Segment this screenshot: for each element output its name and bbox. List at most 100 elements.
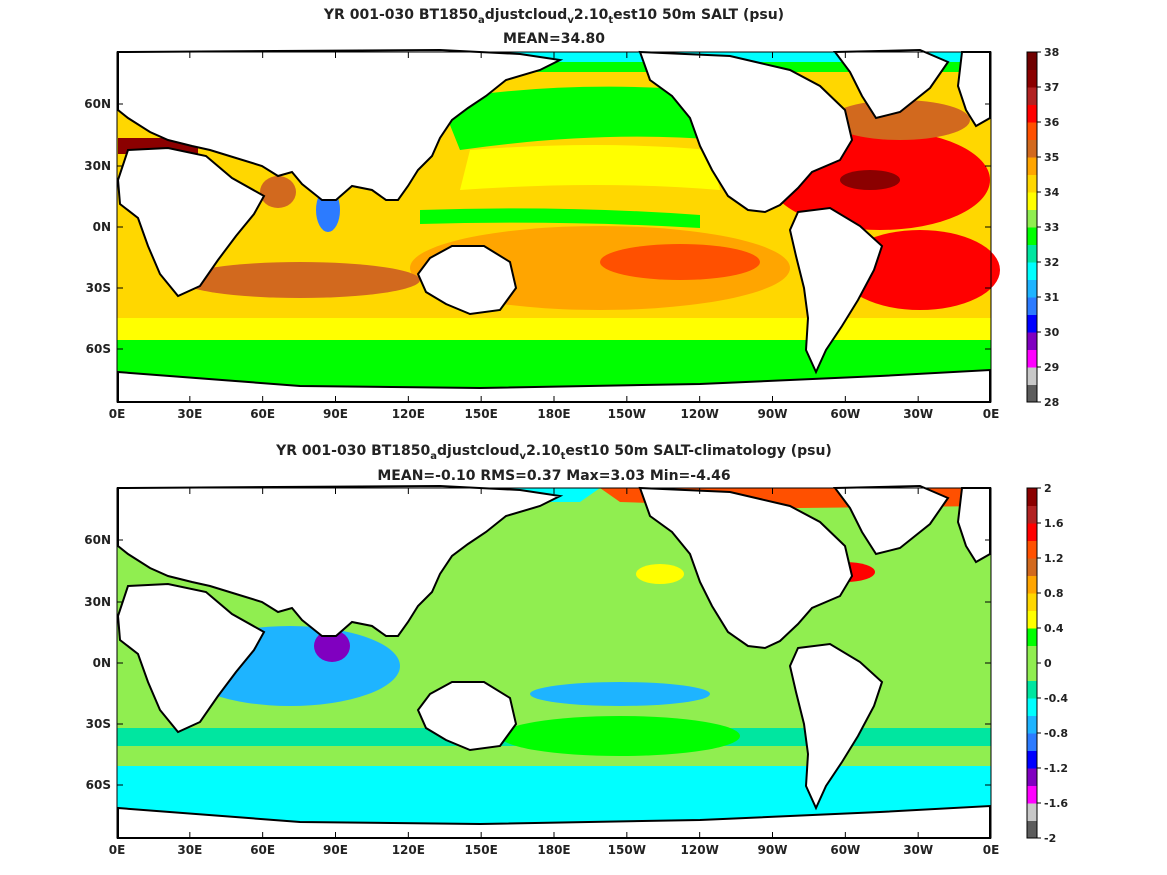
- colorbar-swatch: [1027, 104, 1037, 123]
- colorbar-swatch: [1027, 610, 1037, 629]
- colorbar-tick-label: -0.8: [1044, 727, 1068, 740]
- colorbar-tick-label: 1.2: [1044, 552, 1064, 565]
- bottom-panel-subtitle: MEAN=-0.10 RMS=0.37 Max=3.03 Min=-4.46: [377, 468, 731, 484]
- colorbar-tick-label: 0.4: [1044, 622, 1064, 635]
- colorbar-swatch: [1027, 768, 1037, 786]
- x-tick-label: 90W: [758, 407, 788, 421]
- x-tick-label: 0E: [983, 843, 1000, 857]
- x-tick-label: 30E: [177, 407, 202, 421]
- colorbar-tick-label: 38: [1044, 46, 1059, 59]
- colorbar-swatch: [1027, 820, 1037, 839]
- colorbar-swatch: [1027, 523, 1037, 541]
- colorbar-swatch: [1027, 367, 1037, 385]
- x-tick-label: 60E: [250, 843, 275, 857]
- y-tick-label: 60N: [84, 97, 111, 111]
- colorbar-tick-label: 37: [1044, 81, 1059, 94]
- colorbar-tick-label: 35: [1044, 151, 1059, 164]
- colorbar-swatch: [1027, 645, 1037, 664]
- colorbar-tick-label: 0.8: [1044, 587, 1064, 600]
- y-tick-label: 0N: [93, 656, 111, 670]
- colorbar-swatch: [1027, 262, 1037, 280]
- x-tick-label: 120E: [392, 843, 425, 857]
- top-panel-title: YR 001-030 BT1850adjustcloudv2.10test10 …: [323, 7, 785, 26]
- x-tick-label: 120W: [681, 407, 719, 421]
- x-tick-label: 0E: [109, 843, 126, 857]
- colorbar-tick-label: 33: [1044, 221, 1059, 234]
- colorbar-swatch: [1027, 314, 1037, 333]
- y-tick-label: 30S: [86, 281, 111, 295]
- x-tick-label: 60W: [830, 843, 860, 857]
- colorbar-swatch: [1027, 488, 1037, 506]
- colorbar-swatch: [1027, 384, 1037, 403]
- colorbar-tick-label: 31: [1044, 291, 1059, 304]
- x-tick-label: 150E: [465, 843, 498, 857]
- colorbar-swatch: [1027, 680, 1037, 699]
- colorbars-group: 38 37 36 35 34 33 32 31 30 29 28 2 1.6 1.2 0.8 0.4 0 -0.4…: [1026, 46, 1068, 845]
- x-tick-label: 180E: [537, 843, 570, 857]
- colorbar-swatch: [1027, 52, 1037, 70]
- y-tick-label: 30N: [84, 159, 111, 173]
- y-tick-label: 60S: [86, 342, 111, 356]
- colorbar-tick-label: 1.6: [1044, 517, 1064, 530]
- x-tick-label: 60W: [830, 407, 860, 421]
- y-tick-label: 60N: [84, 533, 111, 547]
- colorbar-swatch: [1027, 332, 1037, 350]
- colorbar-swatch: [1027, 558, 1037, 576]
- colorbar-swatch: [1027, 244, 1037, 263]
- colorbar-tick-label: 34: [1044, 186, 1060, 199]
- colorbar-swatch: [1027, 157, 1037, 175]
- colorbar-tick-label: 28: [1044, 396, 1059, 409]
- colorbar-swatch: [1027, 139, 1037, 158]
- x-tick-label: 0E: [983, 407, 1000, 421]
- x-tick-label: 0E: [109, 407, 126, 421]
- bottom-panel-title: YR 001-030 BT1850adjustcloudv2.10test10 …: [276, 443, 832, 462]
- y-tick-label: 30S: [86, 717, 111, 731]
- colorbar-swatch: [1027, 803, 1037, 821]
- x-tick-label: 60E: [250, 407, 275, 421]
- colorbar-swatch: [1027, 209, 1037, 228]
- colorbar-tick-label: -2: [1044, 832, 1056, 845]
- colorbar-swatch: [1027, 349, 1037, 368]
- axes-group: 0E 30E 60E 90E 120E 150E 180E 150W 120W 90W 60W 30W…: [84, 52, 999, 857]
- colorbar-tick-label: -1.2: [1044, 762, 1068, 775]
- x-tick-label: 90W: [758, 843, 788, 857]
- colorbar-swatch: [1027, 279, 1037, 298]
- y-tick-label: 0N: [93, 220, 111, 234]
- colorbar-swatch: [1027, 540, 1037, 559]
- colorbar-tick-label: -1.6: [1044, 797, 1068, 810]
- colorbar-tick-label: 32: [1044, 256, 1059, 269]
- x-tick-label: 120E: [392, 407, 425, 421]
- colorbar-swatch: [1027, 174, 1037, 193]
- colorbar-swatch: [1027, 505, 1037, 524]
- colorbar-swatch: [1027, 227, 1037, 245]
- x-tick-label: 150W: [608, 407, 646, 421]
- colorbar-swatch: [1027, 192, 1037, 210]
- colorbar-swatch: [1027, 715, 1037, 734]
- x-tick-label: 90E: [323, 407, 348, 421]
- colorbar-tick-label: 0: [1044, 657, 1052, 670]
- colorbar-swatch: [1027, 87, 1037, 105]
- y-tick-label: 30N: [84, 595, 111, 609]
- y-tick-label: 60S: [86, 778, 111, 792]
- x-tick-label: 150W: [608, 843, 646, 857]
- colorbar-swatch: [1027, 663, 1037, 681]
- colorbar-swatch: [1027, 297, 1037, 315]
- colorbar-swatch: [1027, 698, 1037, 716]
- bottom-anomaly-map: [116, 485, 992, 839]
- colorbar-swatch: [1027, 593, 1037, 611]
- colorbar-tick-label: -0.4: [1044, 692, 1068, 705]
- colorbar-tick-label: 29: [1044, 361, 1059, 374]
- colorbar-swatch: [1027, 69, 1037, 88]
- colorbar-swatch: [1027, 628, 1037, 646]
- colorbar-swatch: [1027, 750, 1037, 769]
- colorbar-tick-label: 2: [1044, 482, 1052, 495]
- x-tick-label: 150E: [465, 407, 498, 421]
- colorbar-swatch: [1027, 122, 1037, 140]
- colorbar-swatch: [1027, 785, 1037, 804]
- x-tick-label: 30E: [177, 843, 202, 857]
- x-tick-label: 180E: [537, 407, 570, 421]
- colorbar-tick-label: 36: [1044, 116, 1060, 129]
- colorbar-swatch: [1027, 575, 1037, 594]
- colorbar-swatch: [1027, 733, 1037, 751]
